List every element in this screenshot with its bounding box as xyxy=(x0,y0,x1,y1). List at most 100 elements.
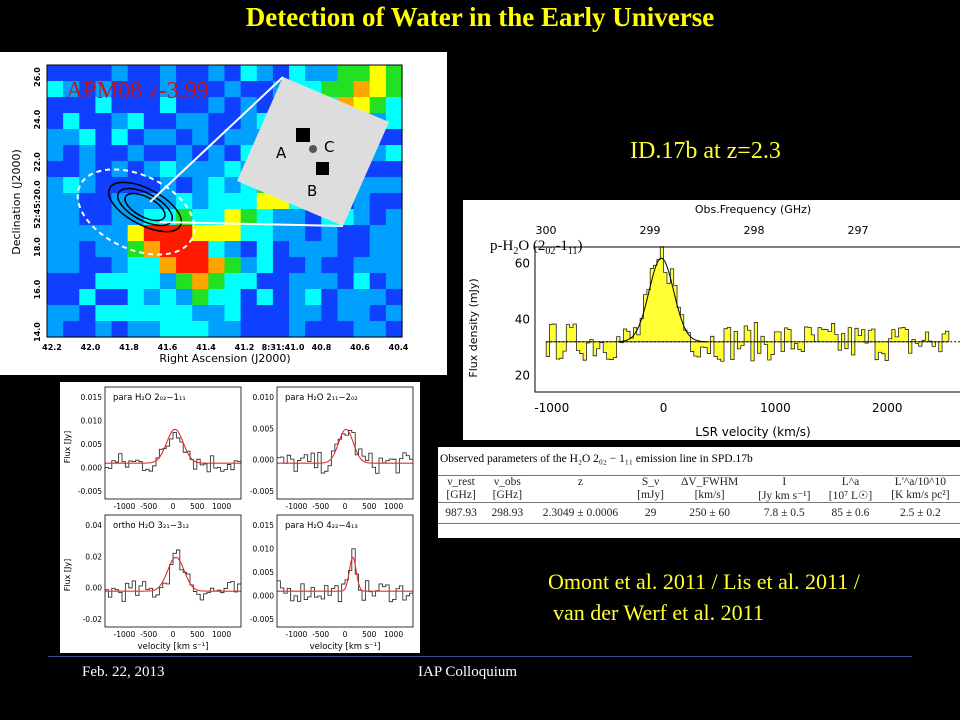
map-pixel xyxy=(385,273,403,290)
map-pixel xyxy=(95,97,113,114)
y-axis-label: Flux [Jy] xyxy=(63,431,72,464)
map-pixel xyxy=(385,113,403,130)
map-pixel xyxy=(224,273,242,290)
map-pixel xyxy=(385,305,403,322)
map-pixel xyxy=(321,273,339,290)
y-tick-label: 0.005 xyxy=(253,424,275,433)
map-pixel xyxy=(47,305,64,322)
map-pixel xyxy=(127,321,145,338)
x-tick-label: -500 xyxy=(140,502,157,511)
map-pixel xyxy=(272,273,290,290)
map-pixel xyxy=(256,241,274,258)
map-pixel xyxy=(111,129,129,146)
map-pixel xyxy=(305,225,322,242)
map-pixel xyxy=(159,145,177,162)
map-pixel xyxy=(208,273,226,290)
y-tick-label: 0.015 xyxy=(253,521,275,530)
map-pixel xyxy=(289,305,306,322)
table-cell: [Jy km s⁻¹] xyxy=(758,490,811,502)
contour xyxy=(107,181,183,233)
source-label: ID.17b at z=2.3 xyxy=(630,138,781,164)
map-pixel xyxy=(369,225,387,242)
map-pixel xyxy=(176,81,193,98)
plot-frame xyxy=(534,246,960,393)
map-pixel xyxy=(95,289,113,306)
y-tick-label: 14.0 xyxy=(33,322,42,342)
y-tick-label: 0.000 xyxy=(81,464,103,473)
y-tick-label: -0.005 xyxy=(78,487,102,496)
x-tick-label: 500 xyxy=(362,502,377,511)
y-tick-label: 22.0 xyxy=(33,152,42,172)
map-pixel xyxy=(192,257,209,274)
spectrum-figure: -1000 0 1000 2000 20 40 60 300 299 298 297 Obs.Freq… xyxy=(463,200,960,440)
map-pixel xyxy=(143,145,161,162)
map-pixel xyxy=(240,241,258,258)
map-pixel xyxy=(63,145,80,162)
map-pixel xyxy=(47,321,64,338)
panel-line-label: para H₂O 2₁₁−2₀₂ xyxy=(285,393,358,403)
spectrum-steps xyxy=(105,549,241,602)
map-pixel xyxy=(111,289,129,306)
map-pixel xyxy=(208,129,226,146)
map-pixel xyxy=(63,305,80,322)
map-pixel xyxy=(305,241,322,258)
map-pixel xyxy=(385,241,403,258)
map-pixel xyxy=(385,145,403,162)
table-cell: 987.93 xyxy=(445,507,477,519)
y-tick-label: 0.000 xyxy=(253,456,275,465)
table-cell: [GHz] xyxy=(492,489,523,501)
map-pixel xyxy=(337,225,355,242)
map-pixel xyxy=(385,225,403,242)
map-pixel xyxy=(176,241,193,258)
x-tick-label: 0 xyxy=(343,630,348,639)
y-tick-label: 40 xyxy=(515,313,530,327)
panel-frame xyxy=(276,514,414,628)
map-pixel xyxy=(353,305,371,322)
map-pixel xyxy=(256,209,274,226)
map-pixel xyxy=(159,241,177,258)
map-pixel xyxy=(47,81,64,98)
map-pixel xyxy=(240,129,258,146)
map-pixel xyxy=(127,257,145,274)
four-spectra-plot: para H₂O 2₀₂−1₁₁-0.0050.0000.0050.0100.0… xyxy=(63,386,414,652)
map-pixel xyxy=(127,273,145,290)
map-pixel xyxy=(63,257,80,274)
map-pixel xyxy=(240,209,258,226)
table-cell: L'^a/10^10 xyxy=(894,476,946,488)
map-pixel xyxy=(95,177,113,194)
y-tick-label: -0.005 xyxy=(250,487,274,496)
y-tick-label: 0.010 xyxy=(253,545,275,554)
map-pixel xyxy=(176,257,193,274)
map-pixel xyxy=(127,97,145,114)
map-pixel xyxy=(63,97,80,114)
map-pixel xyxy=(272,65,290,82)
map-pixel xyxy=(95,113,113,130)
table-cell xyxy=(530,488,630,503)
x-tick-label: 0 xyxy=(660,401,668,415)
contour xyxy=(117,187,173,227)
map-pixel xyxy=(208,241,226,258)
top-tick-label: 299 xyxy=(640,224,661,237)
map-pixel xyxy=(143,241,161,258)
x-tick-label: 1000 xyxy=(212,502,231,511)
table-cell: [mJy] xyxy=(637,489,664,501)
map-pixel xyxy=(272,225,290,242)
map-pixel xyxy=(353,241,371,258)
x-tick-label: -1000 xyxy=(114,630,136,639)
map-pixel xyxy=(240,225,258,242)
y-tick-label: 0.010 xyxy=(253,393,275,402)
map-pixel xyxy=(79,305,97,322)
map-pixel xyxy=(63,177,80,194)
inset-label: A xyxy=(276,144,287,162)
map-pixel xyxy=(95,161,113,178)
map-pixel xyxy=(111,209,129,226)
map-pixel xyxy=(337,241,355,258)
four-line-spectra-figure: para H₂O 2₀₂−1₁₁ -0.005 0.000 0.005 0.010 0.0… xyxy=(60,382,420,653)
y-tick-label: -0.02 xyxy=(83,615,103,624)
map-pixel xyxy=(192,81,209,98)
map-pixel xyxy=(176,129,193,146)
map-pixel xyxy=(208,161,226,178)
map-pixel xyxy=(289,65,306,82)
map-pixel xyxy=(79,273,97,290)
map-pixel xyxy=(143,177,161,194)
